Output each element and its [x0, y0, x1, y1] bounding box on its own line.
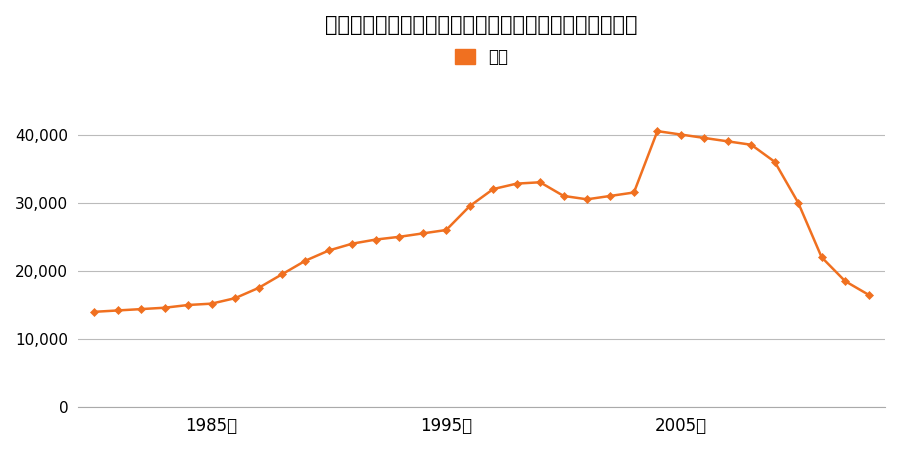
Title: 鳥取県米子市西福原堀川尻成１６２１番１３の地価推移: 鳥取県米子市西福原堀川尻成１６２１番１３の地価推移: [325, 15, 638, 35]
Legend: 価格: 価格: [448, 41, 515, 72]
